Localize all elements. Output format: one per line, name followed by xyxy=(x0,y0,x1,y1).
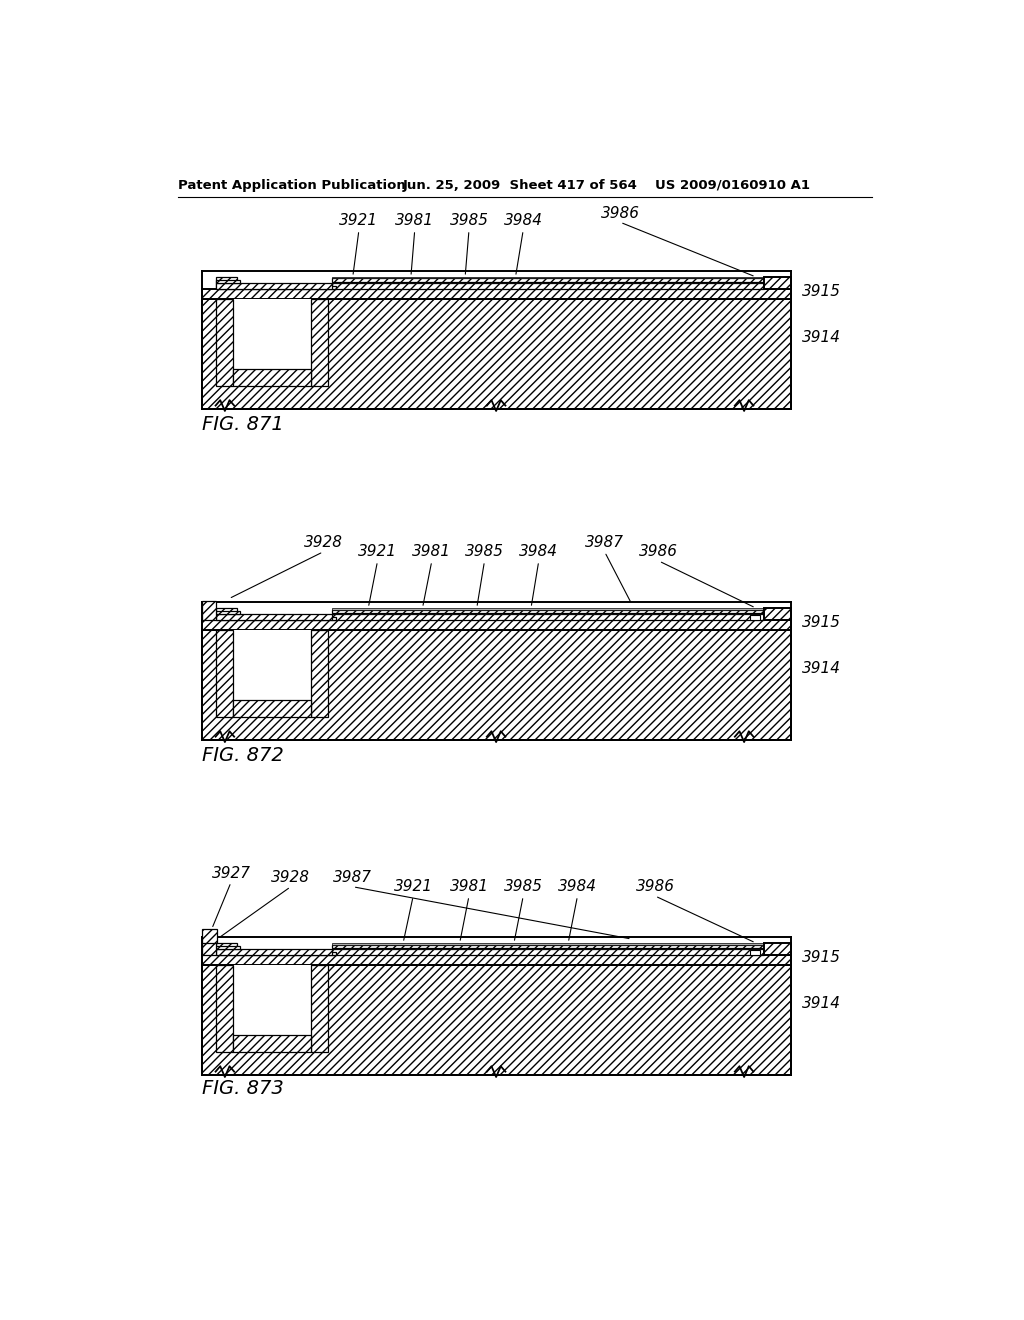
Text: 3914: 3914 xyxy=(802,330,842,345)
Bar xyxy=(202,956,791,965)
Bar xyxy=(216,614,332,620)
Text: 3927: 3927 xyxy=(212,866,251,880)
Bar xyxy=(216,965,232,1052)
Bar xyxy=(202,965,791,1074)
Text: 3987: 3987 xyxy=(585,535,624,550)
Text: 3928: 3928 xyxy=(304,535,343,550)
Bar xyxy=(232,368,311,385)
Bar xyxy=(764,277,791,289)
Text: FIG. 871: FIG. 871 xyxy=(202,416,284,434)
Text: 3921: 3921 xyxy=(339,214,379,228)
Text: 3915: 3915 xyxy=(802,615,842,630)
Bar xyxy=(216,630,232,717)
Bar xyxy=(332,949,764,956)
Bar xyxy=(332,948,764,949)
Text: 3914: 3914 xyxy=(802,661,842,676)
Text: 3984: 3984 xyxy=(519,544,558,560)
Bar xyxy=(216,282,332,289)
Text: 3914: 3914 xyxy=(802,995,842,1011)
Bar xyxy=(332,279,764,281)
Text: 3984: 3984 xyxy=(558,879,597,895)
Bar xyxy=(332,277,764,279)
Bar xyxy=(311,298,328,385)
Bar xyxy=(311,965,328,1052)
Text: 3921: 3921 xyxy=(358,544,397,560)
Bar xyxy=(232,298,311,368)
Text: 3915: 3915 xyxy=(802,950,842,965)
Bar xyxy=(232,700,311,717)
Text: 3915: 3915 xyxy=(802,284,842,300)
Bar xyxy=(202,602,216,620)
Bar xyxy=(311,630,328,717)
Text: 3986: 3986 xyxy=(636,879,675,895)
Bar xyxy=(216,298,232,385)
Polygon shape xyxy=(216,942,336,956)
Polygon shape xyxy=(216,277,336,289)
Bar xyxy=(332,610,764,612)
Text: 3985: 3985 xyxy=(465,544,504,560)
Bar xyxy=(202,936,216,956)
Polygon shape xyxy=(216,609,336,620)
Bar xyxy=(202,630,791,739)
Text: 3985: 3985 xyxy=(504,879,543,895)
Bar xyxy=(764,942,791,956)
Bar xyxy=(332,282,764,289)
Bar xyxy=(751,615,760,619)
Text: Patent Application Publication: Patent Application Publication xyxy=(178,178,407,191)
Text: 3981: 3981 xyxy=(413,544,452,560)
Bar xyxy=(332,609,764,610)
Text: 3986: 3986 xyxy=(601,206,640,220)
Bar xyxy=(202,620,791,630)
Bar xyxy=(751,950,760,954)
Text: Jun. 25, 2009  Sheet 417 of 564: Jun. 25, 2009 Sheet 417 of 564 xyxy=(403,178,638,191)
Bar xyxy=(202,929,217,942)
Text: US 2009/0160910 A1: US 2009/0160910 A1 xyxy=(655,178,810,191)
Bar xyxy=(216,949,332,956)
Text: FIG. 872: FIG. 872 xyxy=(202,746,284,766)
Bar xyxy=(202,298,791,409)
Bar xyxy=(332,942,764,945)
Text: 3987: 3987 xyxy=(333,870,373,886)
Bar xyxy=(764,609,791,620)
Text: 3985: 3985 xyxy=(450,214,488,228)
Text: 3921: 3921 xyxy=(393,879,433,895)
Bar xyxy=(332,281,764,282)
Text: 3928: 3928 xyxy=(271,870,310,886)
Bar xyxy=(202,289,791,298)
Bar xyxy=(332,612,764,614)
Bar xyxy=(232,965,311,1035)
Bar xyxy=(216,945,241,949)
Text: 3981: 3981 xyxy=(450,879,488,895)
Bar xyxy=(232,1035,311,1052)
Text: 3981: 3981 xyxy=(395,214,434,228)
Bar xyxy=(232,630,311,700)
Bar xyxy=(216,280,241,282)
Text: 3986: 3986 xyxy=(639,544,678,560)
Text: 3984: 3984 xyxy=(504,214,543,228)
Bar xyxy=(332,614,764,620)
Bar xyxy=(216,611,241,614)
Text: FIG. 873: FIG. 873 xyxy=(202,1078,284,1098)
Bar xyxy=(332,945,764,948)
